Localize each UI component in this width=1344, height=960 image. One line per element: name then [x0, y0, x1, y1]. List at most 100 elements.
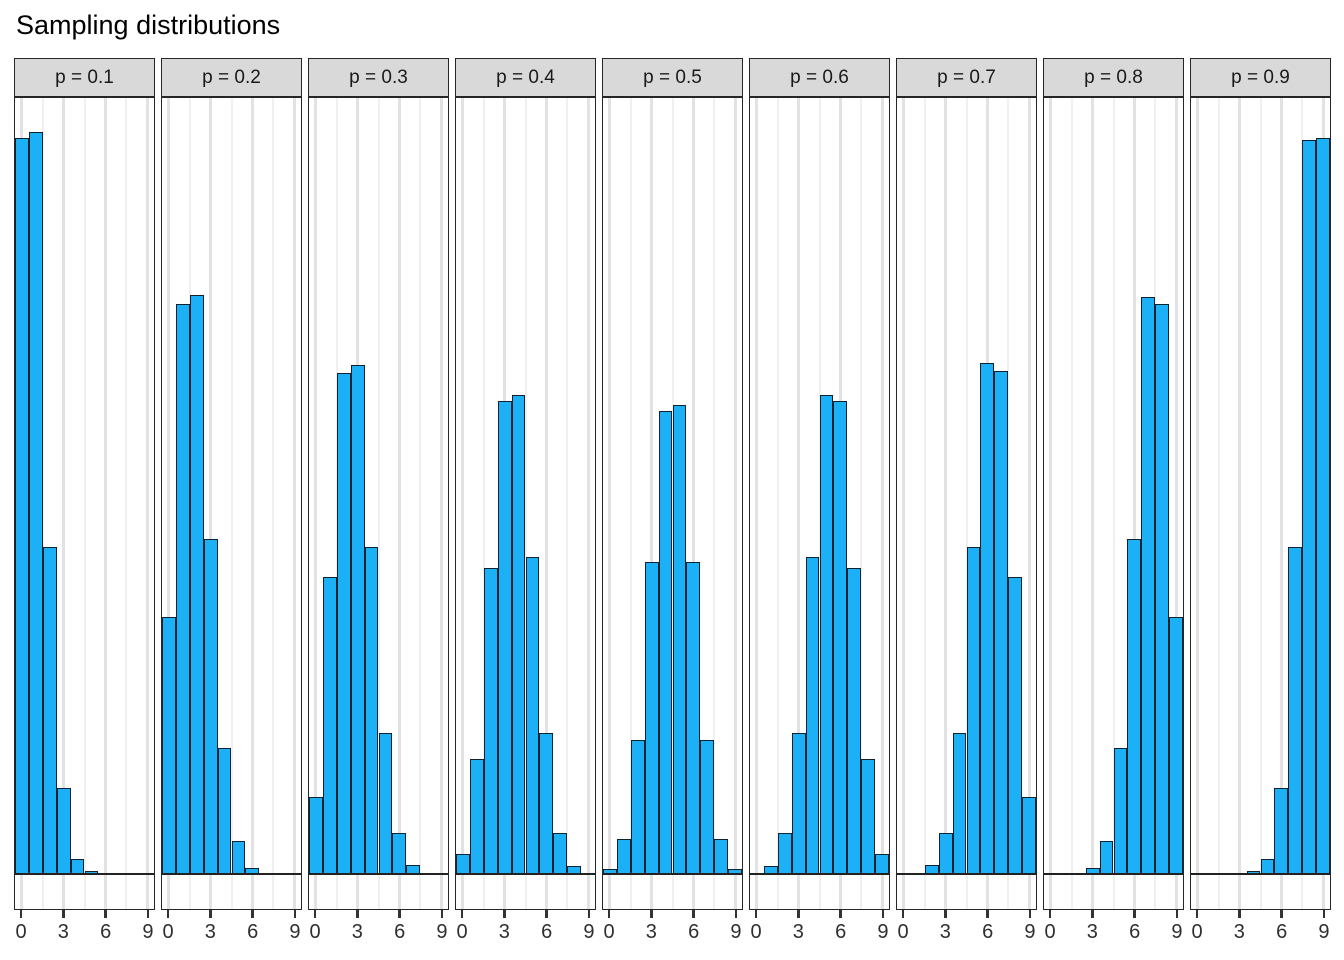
- x-tick: [503, 910, 506, 918]
- gridline-major: [733, 98, 737, 909]
- histogram-bar-x7: [1288, 547, 1303, 874]
- x-tick: [356, 910, 359, 918]
- x-tick-label: 0: [1044, 921, 1056, 943]
- x-axis: 0 3 6 9: [455, 910, 596, 960]
- histogram-baseline: [456, 873, 595, 875]
- facet-strip-label: p = 0.8: [1084, 66, 1143, 88]
- x-tick: [986, 910, 989, 918]
- histogram-bar-x9: [1022, 797, 1036, 874]
- histogram-bar-x6: [686, 562, 701, 874]
- x-tick: [692, 910, 695, 918]
- x-tick-label: 3: [645, 921, 657, 943]
- gridline-minor: [965, 98, 968, 909]
- facet-strip-label: p = 0.6: [790, 66, 849, 88]
- gridline-minor: [776, 98, 779, 909]
- facet-strip: p = 0.5: [602, 58, 743, 97]
- facet-strip-label: p = 0.9: [1231, 66, 1290, 88]
- gridline-major: [1279, 98, 1283, 909]
- x-tick-label: 0: [456, 921, 468, 943]
- facet-p-0-9: p = 0.9 0 3 6 9: [1190, 58, 1331, 960]
- histogram-bar-x6: [1127, 539, 1142, 874]
- histogram-bar-x0: [162, 617, 176, 874]
- facet-panel: [749, 97, 890, 910]
- histogram-bar-x2: [777, 833, 792, 874]
- gridline-minor: [524, 98, 527, 909]
- histogram-bar-x3: [56, 788, 71, 874]
- x-tick-label: 6: [394, 921, 406, 943]
- gridline-major: [1049, 98, 1053, 909]
- gridline-minor: [377, 98, 380, 909]
- x-tick: [901, 910, 905, 918]
- histogram-bar-x3: [791, 733, 806, 874]
- x-tick-label: 6: [247, 921, 259, 943]
- x-tick: [545, 910, 548, 918]
- histogram-bar-x4: [70, 859, 85, 874]
- facet-p-0-1: p = 0.1 0 3 6 9: [14, 58, 155, 960]
- x-tick-label: 3: [792, 921, 804, 943]
- x-tick: [1238, 910, 1241, 918]
- x-tick: [1091, 910, 1094, 918]
- histogram-bar-x5: [525, 557, 540, 874]
- gridline-minor: [41, 98, 44, 909]
- x-tick-label: 6: [688, 921, 700, 943]
- gridline-major: [902, 98, 906, 909]
- gridline-major: [103, 98, 107, 909]
- gridline-major: [1027, 98, 1031, 909]
- gridline-minor: [923, 98, 926, 909]
- gridline-major: [586, 98, 590, 909]
- x-tick: [209, 910, 212, 918]
- x-tick-label: 9: [1318, 921, 1330, 943]
- gridline-major: [292, 98, 296, 909]
- facet-strip-label: p = 0.7: [937, 66, 996, 88]
- histogram-bar-x6: [833, 401, 848, 874]
- x-tick: [146, 910, 150, 918]
- x-tick: [1048, 910, 1052, 918]
- gridline-major: [1174, 98, 1178, 909]
- gridline-minor: [230, 98, 233, 909]
- x-tick: [1028, 910, 1032, 918]
- x-tick-label: 9: [436, 921, 448, 943]
- x-tick-label: 3: [498, 921, 510, 943]
- histogram-baseline: [309, 873, 448, 875]
- histogram-bar-x1: [322, 577, 337, 874]
- x-tick-label: 3: [939, 921, 951, 943]
- facet-strip: p = 0.3: [308, 58, 449, 97]
- x-axis: 0 3 6 9: [1190, 910, 1331, 960]
- x-tick: [166, 910, 170, 918]
- histogram-bar-x4: [364, 547, 379, 874]
- gridline-minor: [713, 98, 716, 909]
- x-axis: 0 3 6 9: [161, 910, 302, 960]
- histogram-bar-x4: [658, 411, 673, 874]
- facet-panel: [308, 97, 449, 910]
- facet-strip: p = 0.7: [896, 58, 1037, 97]
- x-tick-label: 9: [583, 921, 595, 943]
- x-tick: [313, 910, 317, 918]
- histogram-bar-x4: [511, 395, 526, 874]
- gridline-minor: [566, 98, 569, 909]
- histogram-bar-x3: [350, 365, 365, 874]
- gridline-major: [461, 98, 465, 909]
- x-tick-label: 0: [603, 921, 615, 943]
- facet-strip-label: p = 0.1: [55, 66, 114, 88]
- histogram-bar-x7: [847, 568, 862, 874]
- x-tick-label: 3: [1233, 921, 1245, 943]
- x-tick-label: 0: [162, 921, 174, 943]
- gridline-major: [62, 98, 66, 909]
- histogram-bar-x5: [1113, 748, 1128, 874]
- histogram-bar-x5: [819, 395, 834, 874]
- gridline-major: [1132, 98, 1136, 909]
- facet-strip-label: p = 0.5: [643, 66, 702, 88]
- gridline-minor: [1070, 98, 1073, 909]
- x-tick: [797, 910, 800, 918]
- gridline-major: [691, 98, 695, 909]
- x-tick: [1280, 910, 1283, 918]
- histogram-baseline: [750, 873, 889, 875]
- gridline-major: [755, 98, 759, 909]
- gridline-minor: [272, 98, 275, 909]
- facet-strip: p = 0.4: [455, 58, 596, 97]
- gridline-minor: [629, 98, 632, 909]
- gridline-major: [167, 98, 171, 909]
- gridline-major: [1196, 98, 1200, 909]
- gridline-minor: [419, 98, 422, 909]
